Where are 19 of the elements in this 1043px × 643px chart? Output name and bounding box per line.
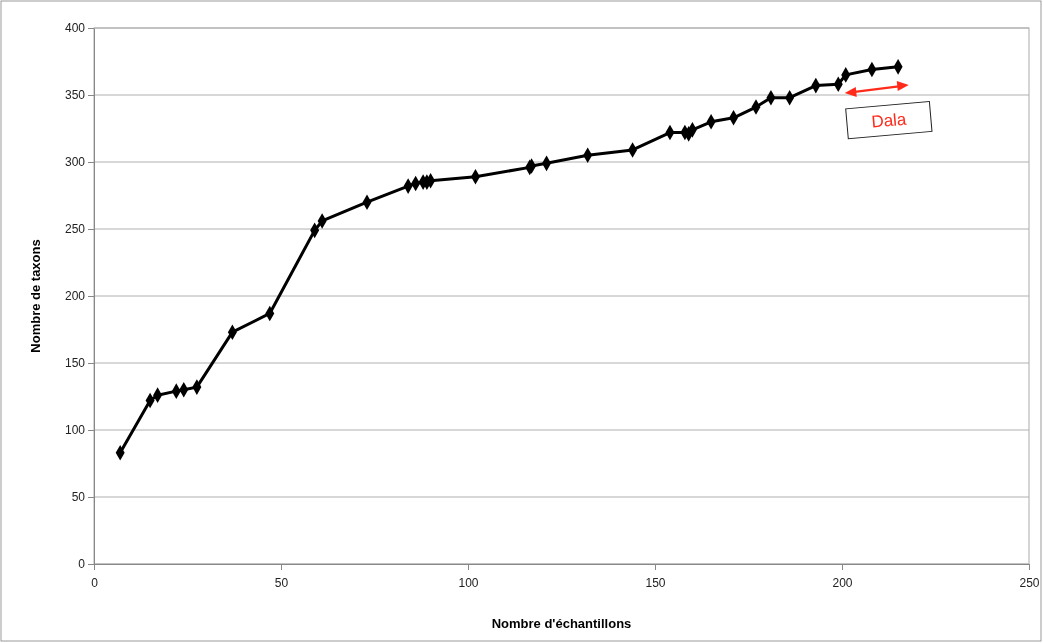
label-box: Dala	[845, 101, 933, 140]
y-tick-label: 200	[64, 289, 86, 304]
y-tick-label: 0	[78, 557, 86, 572]
x-tick-label: 100	[458, 576, 479, 591]
x-tick-label: 250	[1019, 576, 1040, 591]
x-axis-title: Nombre d'échantillons	[491, 616, 632, 631]
x-tick-label: 150	[645, 576, 666, 591]
y-tick-label: 100	[64, 423, 86, 438]
x-tick-label: 0	[91, 576, 99, 591]
y-axis-title: Nombre de taxons	[28, 239, 43, 353]
y-tick-label: 150	[64, 356, 86, 371]
y-tick-label: 50	[71, 490, 86, 505]
y-tick-label: 400	[64, 21, 86, 36]
y-tick-label: 350	[64, 88, 86, 103]
x-tick-label: 200	[832, 576, 853, 591]
y-tick-label: 250	[64, 222, 86, 237]
annotation: Dala	[870, 109, 908, 132]
y-tick-label: 300	[64, 155, 86, 170]
x-tick-label: 50	[274, 576, 289, 591]
